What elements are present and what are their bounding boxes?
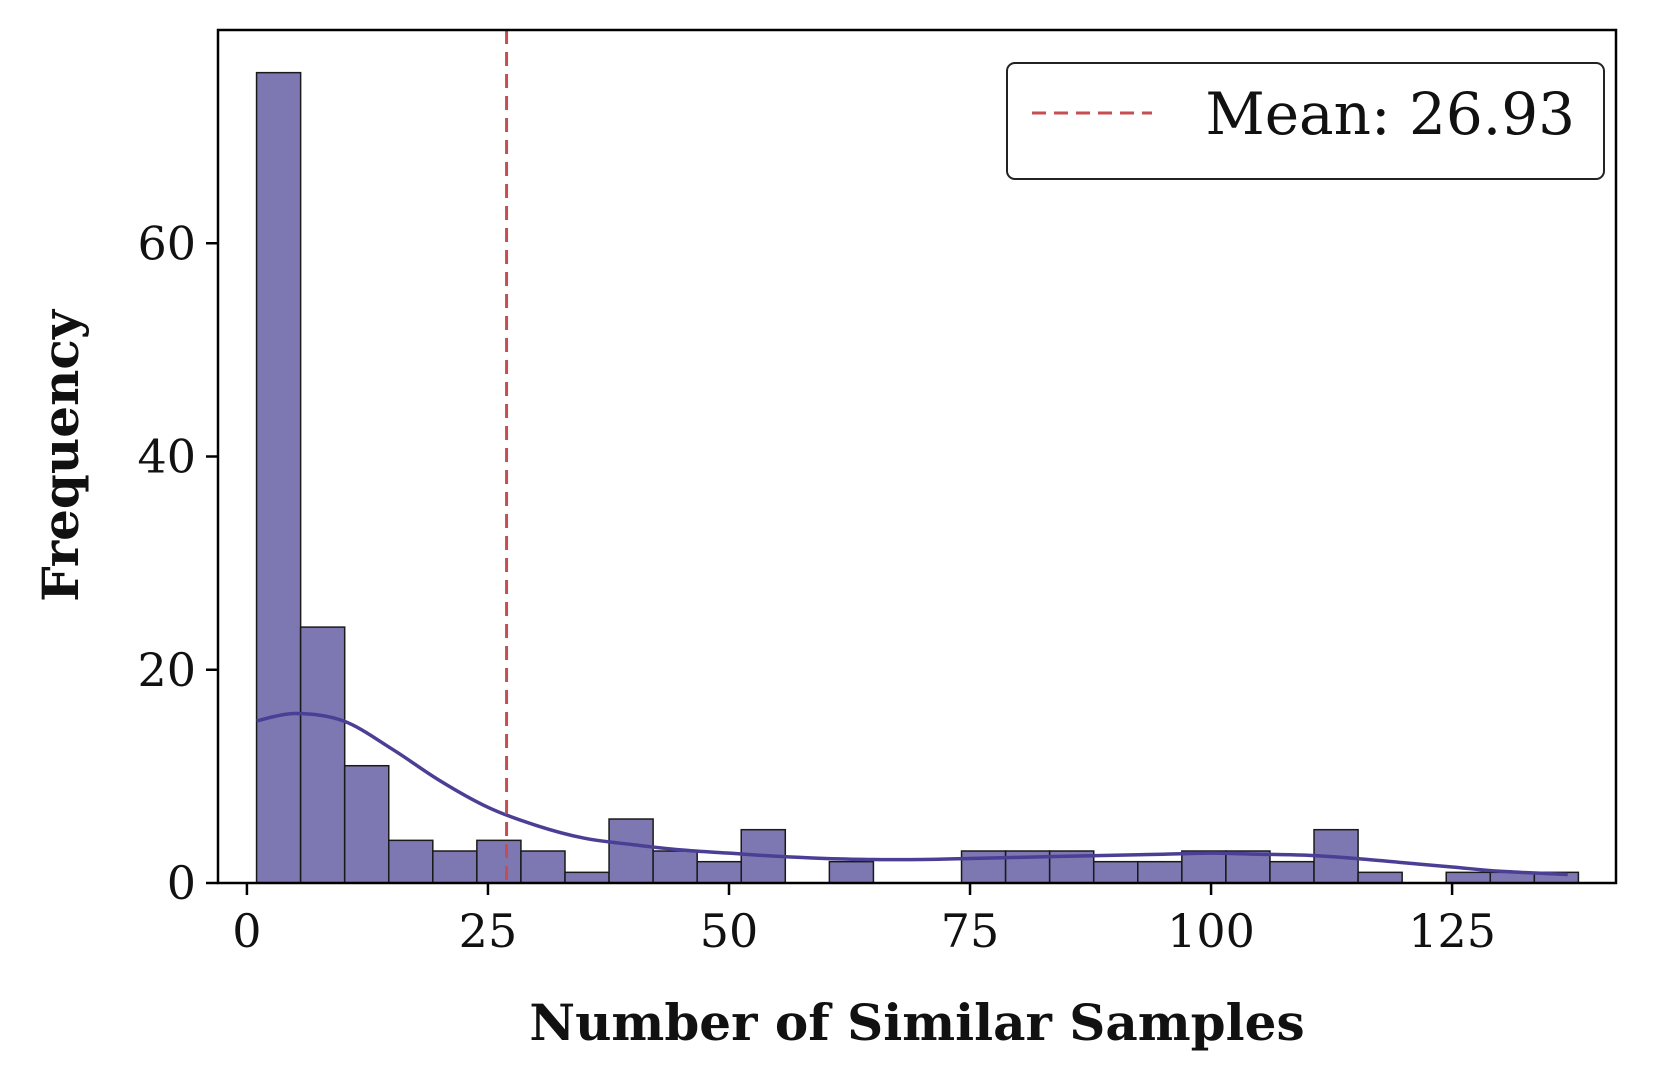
histogram-bar <box>1446 872 1490 883</box>
histogram-bar <box>477 840 521 883</box>
x-tick-label: 25 <box>459 904 518 958</box>
y-axis-title: Frequency <box>31 308 90 602</box>
histogram-chart: 0 25 50 75 100 125 0 20 40 60 Number of Similar … <box>0 0 1660 1080</box>
x-tick-label: 100 <box>1167 904 1255 958</box>
histogram-bar <box>1182 851 1226 883</box>
y-axis: 0 20 40 60 <box>137 216 218 910</box>
histogram-bar <box>301 627 345 883</box>
histogram-bar <box>697 862 741 883</box>
histogram-bar <box>653 851 697 883</box>
histogram-bar <box>1094 862 1138 883</box>
y-tick-label: 0 <box>167 856 196 910</box>
histogram-bar <box>829 862 873 883</box>
histogram-bars <box>257 73 1579 883</box>
x-axis-title: Number of Similar Samples <box>529 993 1304 1052</box>
histogram-bar <box>1270 862 1314 883</box>
histogram-bar <box>389 840 433 883</box>
legend-mean-label: Mean: 26.93 <box>1205 80 1575 148</box>
histogram-bar <box>345 766 389 883</box>
x-axis: 0 25 50 75 100 125 <box>232 883 1496 958</box>
histogram-bar <box>962 851 1006 883</box>
y-tick-label: 60 <box>137 216 196 270</box>
x-tick-label: 50 <box>700 904 759 958</box>
histogram-bar <box>433 851 477 883</box>
histogram-bar <box>1138 862 1182 883</box>
x-tick-label: 75 <box>941 904 1000 958</box>
histogram-bar <box>257 73 301 883</box>
x-tick-label: 125 <box>1408 904 1496 958</box>
x-tick-label: 0 <box>232 904 261 958</box>
histogram-bar <box>565 872 609 883</box>
y-tick-label: 40 <box>137 430 196 484</box>
histogram-bar <box>609 819 653 883</box>
histogram-bar <box>521 851 565 883</box>
histogram-bar <box>1358 872 1402 883</box>
legend: Mean: 26.93 <box>1007 63 1604 179</box>
y-tick-label: 20 <box>137 643 196 697</box>
